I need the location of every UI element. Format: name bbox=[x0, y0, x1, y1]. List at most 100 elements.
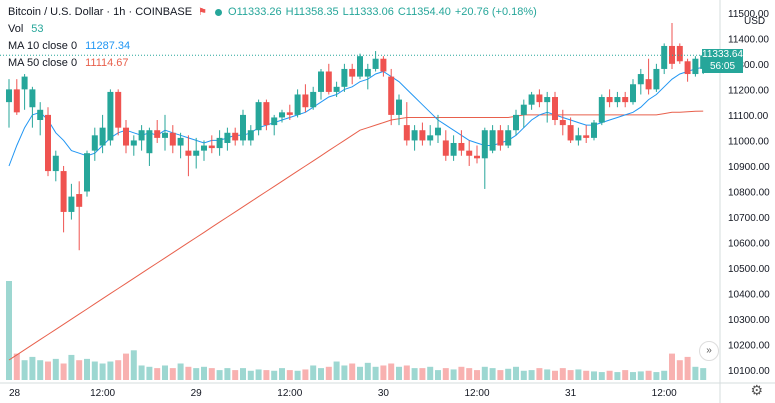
price-tick-label: 10900.00 bbox=[728, 162, 770, 173]
volume-bar bbox=[13, 353, 20, 380]
candle-body bbox=[325, 71, 332, 92]
volume-bar bbox=[637, 371, 644, 380]
volume-bar bbox=[177, 363, 184, 380]
price-tick-label: 10400.00 bbox=[728, 290, 770, 301]
vol-label[interactable]: Vol bbox=[8, 23, 24, 35]
candle-body bbox=[630, 84, 636, 103]
candle-body bbox=[29, 89, 36, 108]
candle-body bbox=[474, 155, 480, 159]
price-tick-label: 11300.00 bbox=[728, 60, 769, 71]
volume-bar bbox=[442, 368, 449, 380]
volume-bar bbox=[279, 368, 285, 380]
ma10-value: 11287.34 bbox=[85, 40, 131, 52]
candle-body bbox=[201, 145, 207, 151]
candle-body bbox=[263, 102, 270, 126]
volume-bar bbox=[614, 372, 621, 380]
candle-body bbox=[372, 58, 379, 69]
ma10-label[interactable]: MA 10 close 0 bbox=[8, 40, 78, 52]
price-tick-label: 10500.00 bbox=[728, 264, 770, 275]
volume-bar bbox=[115, 360, 122, 380]
volume-bar bbox=[91, 361, 98, 380]
volume-bar bbox=[255, 369, 262, 380]
volume-bar bbox=[193, 368, 200, 380]
volume-bar bbox=[325, 366, 332, 380]
candle-body bbox=[224, 132, 231, 143]
price-tick-label: 11100.00 bbox=[728, 111, 769, 122]
ma50-label[interactable]: MA 50 close 0 bbox=[8, 57, 78, 69]
market-status-icon bbox=[215, 9, 223, 16]
candle-body bbox=[68, 196, 75, 212]
low-value: L11333.06 bbox=[342, 6, 394, 18]
candle-body bbox=[614, 97, 621, 103]
volume-bar bbox=[559, 368, 566, 380]
volume-bar bbox=[622, 370, 629, 380]
volume-bar bbox=[497, 370, 504, 380]
volume-bar bbox=[669, 353, 675, 380]
interval-label[interactable]: 1h bbox=[113, 6, 126, 18]
volume-bar bbox=[162, 365, 168, 380]
candle-body bbox=[208, 145, 215, 149]
volume-bar bbox=[318, 368, 324, 380]
high-value: H11358.35 bbox=[285, 6, 339, 18]
candle-body bbox=[653, 68, 660, 90]
exchange-label: COINBASE bbox=[135, 6, 193, 18]
volume-bar bbox=[419, 368, 426, 380]
time-tick-label: 12:00 bbox=[652, 388, 677, 399]
volume-bar bbox=[435, 370, 441, 380]
collapse-volume-icon[interactable]: » bbox=[699, 341, 719, 361]
candle-body bbox=[13, 89, 20, 113]
candle-body bbox=[442, 140, 449, 156]
candle-body bbox=[637, 74, 644, 85]
ma50-row: MA 50 close 0 11114.67 bbox=[8, 55, 537, 72]
candle-body bbox=[497, 130, 504, 146]
volume-bar bbox=[536, 368, 543, 380]
flag-icon[interactable]: ⚑ bbox=[198, 7, 208, 18]
candle-body bbox=[489, 130, 496, 151]
settings-gear-icon[interactable]: ⚙ bbox=[750, 382, 763, 398]
candle-body bbox=[396, 99, 402, 115]
candle-body bbox=[692, 58, 699, 75]
candle-body bbox=[154, 130, 161, 138]
candle-body bbox=[91, 135, 98, 151]
candle-body bbox=[255, 102, 262, 131]
candle-body bbox=[130, 140, 137, 146]
volume-bar bbox=[489, 368, 496, 380]
candle-body bbox=[294, 94, 301, 115]
candle-body bbox=[107, 91, 114, 141]
volume-bar bbox=[450, 369, 457, 380]
candle-body bbox=[310, 91, 317, 108]
candle-body bbox=[505, 130, 512, 146]
candle-body bbox=[232, 132, 239, 141]
candle-body bbox=[591, 122, 597, 138]
volume-bar bbox=[224, 368, 231, 380]
vol-row: Vol 53 bbox=[8, 21, 537, 38]
price-tick-label: 10800.00 bbox=[728, 188, 770, 199]
countdown-value: 56:05 bbox=[709, 61, 736, 73]
last-price-badge: 11333.64 56:05 bbox=[702, 49, 743, 74]
candle-body bbox=[146, 130, 153, 154]
volume-bar bbox=[45, 361, 51, 380]
candle-body bbox=[536, 94, 543, 103]
volume-bar bbox=[84, 358, 90, 380]
price-tick-label: 10300.00 bbox=[728, 315, 770, 326]
candle-body bbox=[162, 132, 168, 138]
volume-bar bbox=[583, 370, 590, 380]
volume-bar bbox=[357, 366, 363, 380]
volume-bar bbox=[240, 368, 246, 380]
volume-bar bbox=[130, 350, 137, 380]
candle-body bbox=[645, 79, 652, 90]
last-price-value: 11333.64 bbox=[702, 49, 743, 61]
symbol-name[interactable]: Bitcoin / U.S. Dollar bbox=[8, 6, 104, 18]
volume-bar bbox=[520, 370, 527, 380]
price-tick-label: 11000.00 bbox=[728, 136, 769, 147]
volume-bar bbox=[676, 360, 683, 380]
volume-bar bbox=[598, 372, 605, 380]
volume-bar bbox=[294, 370, 301, 380]
candle-body bbox=[458, 142, 465, 151]
change-value: +20.76 (+0.18%) bbox=[454, 6, 537, 18]
volume-bar bbox=[247, 370, 254, 380]
candle-body bbox=[450, 142, 457, 156]
candle-body bbox=[138, 130, 145, 141]
candle-body bbox=[60, 171, 67, 212]
